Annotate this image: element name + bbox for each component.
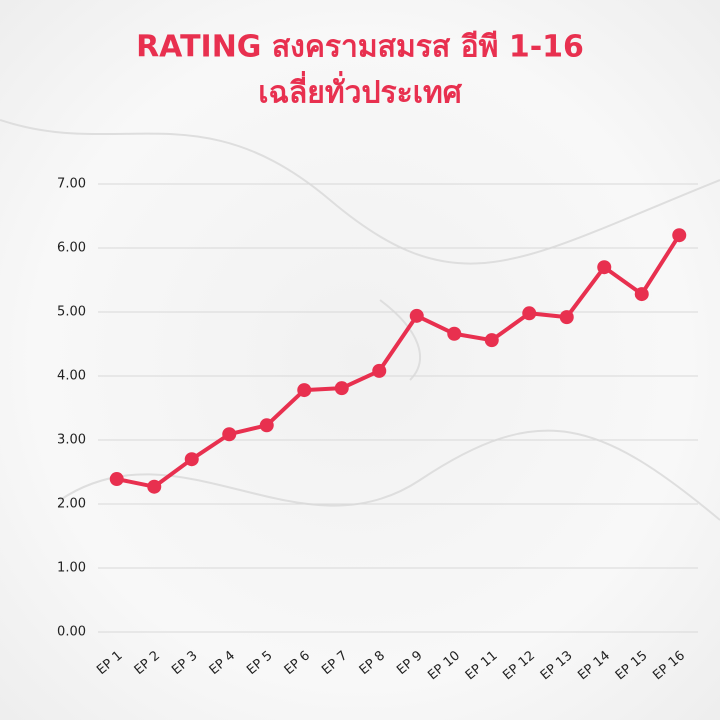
point [522,306,537,321]
y-tick-label: 7.00 [57,177,86,192]
y-tick-label: 2.00 [57,497,86,512]
point [559,310,574,325]
y-tick-label: 0.00 [57,625,86,640]
point [597,260,612,275]
point [184,452,199,467]
point [484,333,499,348]
point [372,363,387,378]
chart-subtitle: เฉลี่ยทั่วประเทศ [258,71,463,111]
y-tick-label: 3.00 [57,433,86,448]
point [334,381,349,396]
point [259,418,274,433]
line [116,234,681,489]
point [447,326,462,341]
point [147,479,162,494]
y-tick-label: 5.00 [57,305,86,320]
point [222,427,237,442]
y-tick-label: 1.00 [57,561,86,576]
point [634,287,649,302]
point [109,472,124,487]
point [672,228,687,243]
y-tick-label: 6.00 [57,241,86,256]
chart-title: RATING สงครามสมรส อีพี 1-16 [136,30,584,65]
point [297,383,312,398]
point [409,308,424,323]
y-tick-label: 4.00 [57,369,86,384]
